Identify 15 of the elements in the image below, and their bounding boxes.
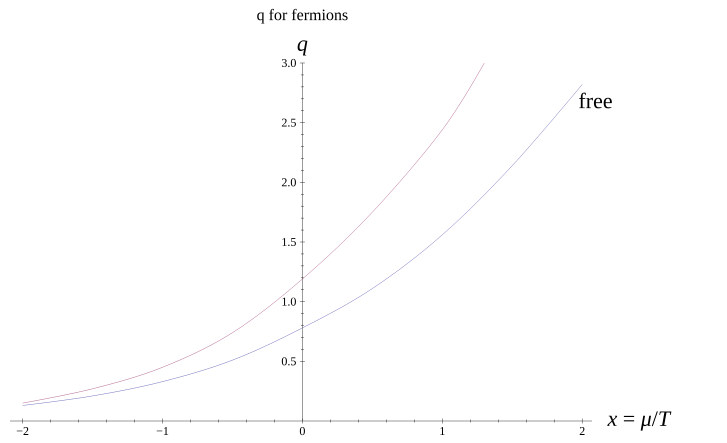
x-tick-label: 0: [300, 427, 305, 436]
x-tick-label: 1: [440, 427, 445, 435]
chart-title: q for fermions: [257, 8, 348, 24]
y-tick-label: 2.0: [282, 178, 296, 186]
x-tick-label: 2: [580, 427, 585, 435]
x-tick-label: −1: [156, 427, 168, 435]
x-axis-title: x = μ/T: [607, 411, 672, 431]
series-label: free: [579, 92, 612, 108]
y-tick-label: 2.5: [282, 118, 296, 127]
y-axis-title: q: [298, 40, 308, 56]
y-tick-label: 1.5: [282, 238, 296, 246]
y-tick-label: 0.5: [282, 357, 296, 366]
x-tick-label: −2: [16, 427, 28, 435]
y-tick-label: 3.0: [282, 58, 296, 68]
y-tick-label: 1.0: [282, 298, 296, 306]
